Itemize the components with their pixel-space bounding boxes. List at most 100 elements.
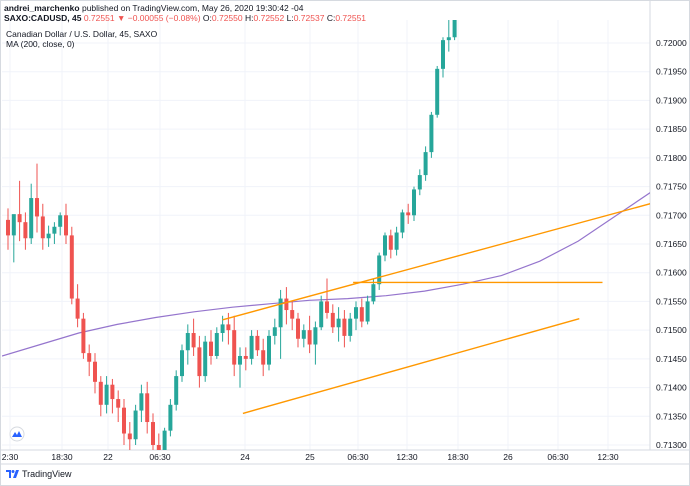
candle (191, 318, 196, 356)
candle (243, 347, 248, 371)
channel-lower (242, 317, 580, 415)
candle (238, 347, 242, 388)
candle-body (139, 393, 144, 411)
candle-body (342, 318, 347, 336)
candle (307, 315, 312, 354)
candle-body (296, 318, 300, 339)
candle (180, 344, 184, 382)
candle-body (255, 335, 260, 351)
candle-body (272, 327, 277, 336)
candle (267, 330, 271, 371)
tradingview-brand[interactable]: TradingView (6, 469, 72, 479)
price-tick-label: 0.71350 (656, 411, 687, 421)
chart-legend: Canadian Dollar / U.S. Dollar, 45, SAXOM… (6, 29, 158, 49)
candle-body (145, 393, 150, 423)
candle-body (388, 235, 393, 250)
candle-body (377, 255, 382, 285)
candle-body (232, 330, 237, 365)
price-tick-label: 0.71700 (656, 210, 687, 220)
candle-body (220, 324, 225, 334)
candle-body (243, 355, 248, 359)
price-tick-label: 0.71600 (656, 268, 687, 278)
candle-body (365, 301, 370, 322)
candle-body (214, 333, 219, 356)
candle-body (371, 284, 376, 302)
candle (325, 278, 329, 319)
candle-body (301, 330, 306, 339)
candle (40, 203, 45, 250)
ticker-l: 0.72537 (293, 13, 325, 23)
candle (278, 289, 283, 359)
candle (122, 399, 126, 445)
time-tick-label: 2:30 (2, 452, 19, 462)
publisher-user[interactable]: andrei_marchenko (4, 3, 80, 13)
candle-body (209, 341, 213, 356)
candle (139, 384, 144, 423)
time-tick-label: 18:30 (447, 452, 469, 462)
candle (423, 146, 428, 181)
candle (429, 111, 434, 158)
candle (209, 330, 213, 365)
candle-body (122, 407, 126, 434)
candle (145, 381, 150, 434)
candle-body (110, 384, 115, 400)
price-tick-label: 0.71300 (656, 440, 687, 450)
candle-body (446, 37, 451, 41)
plot-area (2, 20, 650, 450)
candle-body (17, 214, 22, 223)
candle-body (359, 307, 364, 322)
candle (255, 330, 260, 356)
candle-body (249, 335, 254, 359)
candle-body (197, 347, 202, 377)
chart-logo-circle (9, 426, 25, 442)
candle (272, 318, 277, 345)
candle (301, 324, 306, 348)
candle-body (336, 318, 341, 328)
candle (232, 315, 237, 377)
candle (342, 310, 347, 348)
candle-body (52, 226, 57, 234)
candle (46, 225, 51, 247)
candle (354, 301, 358, 331)
candle (336, 307, 341, 342)
candle (417, 169, 422, 196)
candle (214, 327, 219, 359)
candle-body (290, 310, 295, 319)
legend-indicator: MA (200, close, 0) (6, 39, 75, 49)
candle-body (313, 327, 318, 345)
candle (64, 203, 68, 244)
price-tick-label: 0.71800 (656, 153, 687, 163)
candle (58, 212, 63, 236)
candle-body (87, 353, 92, 362)
chart-logo-icon (9, 426, 25, 442)
candle-body (93, 361, 97, 382)
candle-body (104, 384, 109, 405)
tradingview-logo-icon (6, 470, 19, 478)
candle (412, 186, 416, 222)
candle-body (46, 233, 51, 239)
ticker-o-label: O: (202, 13, 212, 23)
candle (11, 214, 16, 263)
candle-body (29, 198, 34, 239)
price-tick-label: 0.71550 (656, 296, 687, 306)
candle (313, 321, 318, 365)
candle-body (354, 307, 358, 319)
price-tick-label: 0.72000 (656, 38, 687, 48)
ticker-h: 0.72552 (253, 13, 285, 23)
candle (284, 287, 289, 325)
candle (87, 344, 92, 377)
time-tick-label: 26 (503, 452, 513, 462)
publisher-text: published on TradingView.com, May 26, 20… (81, 3, 304, 13)
candle-body (162, 430, 167, 450)
candle-body (226, 324, 231, 331)
candle-body (203, 341, 208, 377)
ticker-l-label: L: (286, 13, 294, 23)
candle-body (394, 232, 399, 250)
candle-body (40, 216, 45, 239)
ticker-h-label: H: (245, 13, 254, 23)
ticker-symbol: SAXO:CADUSD, 45 (4, 13, 82, 23)
candle-body (98, 381, 103, 405)
legend-title: Canadian Dollar / U.S. Dollar, 45, SAXO (6, 29, 158, 39)
price-tick-label: 0.71450 (656, 354, 687, 364)
